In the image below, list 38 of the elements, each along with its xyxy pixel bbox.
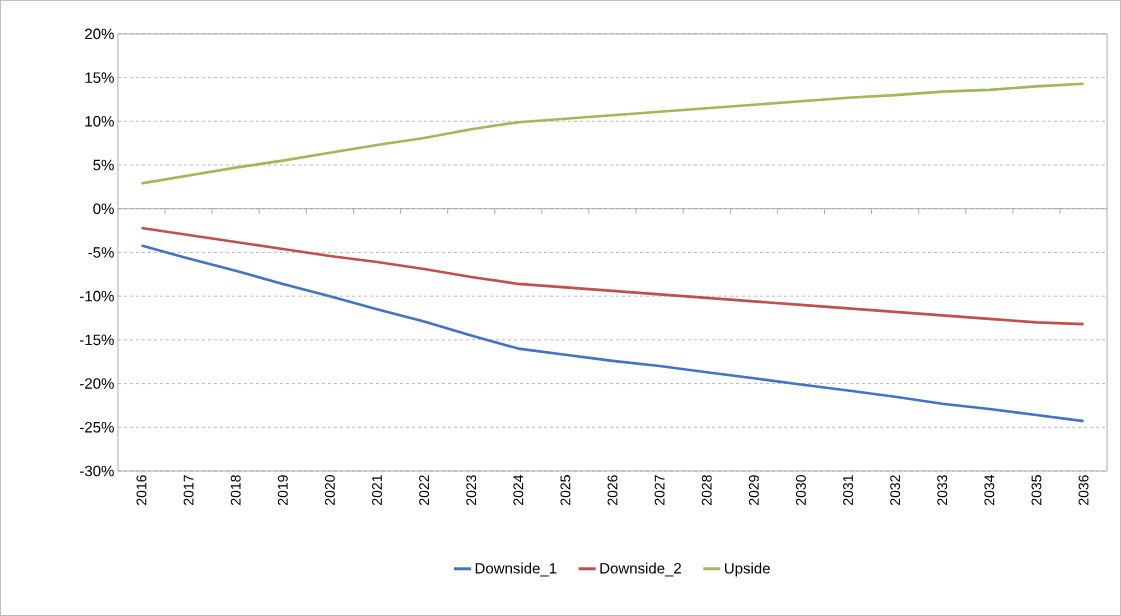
- y-tick-label: -25%: [80, 422, 114, 433]
- legend-label: Upside: [725, 562, 770, 577]
- y-tick-label: 10%: [85, 116, 114, 127]
- legend-label: Downside_1: [475, 562, 557, 577]
- y-tick-label: 15%: [85, 72, 114, 83]
- x-tick-label: 2032: [890, 475, 901, 506]
- x-tick-label: 2033: [937, 475, 948, 506]
- y-tick-label: -30%: [80, 465, 114, 477]
- x-tick-label: 2036: [1078, 475, 1089, 506]
- y-tick-label: -20%: [80, 378, 114, 389]
- x-tick-label: 2027: [654, 475, 665, 506]
- x-tick-label: 2023: [466, 475, 477, 506]
- x-tick-label: 2034: [984, 474, 995, 506]
- x-tick-label: 2016: [136, 475, 147, 506]
- line-series: [140, 226, 1085, 326]
- x-tick-label: 2031: [843, 475, 853, 506]
- x-tick-label: 2021: [372, 475, 382, 506]
- x-tick-label: 2020: [324, 475, 335, 506]
- y-tick-label: 0%: [93, 203, 114, 215]
- line-series: [140, 82, 1085, 185]
- y-tick-label: 20%: [85, 28, 114, 40]
- x-tick-label: 2024: [513, 474, 524, 506]
- x-tick-label: 2017: [183, 475, 194, 506]
- x-tick-label: 2018: [230, 475, 241, 506]
- x-tick-label: 2030: [795, 475, 806, 506]
- legend-label: Downside_2: [600, 562, 681, 577]
- y-tick-label: 5%: [93, 159, 114, 171]
- x-tick-label: 2035: [1031, 475, 1042, 506]
- x-tick-label: 2029: [748, 475, 759, 506]
- y-tick-label: -15%: [80, 334, 114, 346]
- x-tick-label: 2026: [607, 475, 618, 506]
- line-series: [140, 244, 1085, 423]
- x-tick-label: 2022: [419, 475, 430, 506]
- x-tick-label: 2019: [277, 475, 288, 506]
- x-tick-label: 2025: [560, 475, 571, 506]
- x-tick-label: 2028: [701, 475, 712, 506]
- y-tick-label: -10%: [80, 290, 114, 302]
- y-tick-label: -5%: [88, 247, 114, 258]
